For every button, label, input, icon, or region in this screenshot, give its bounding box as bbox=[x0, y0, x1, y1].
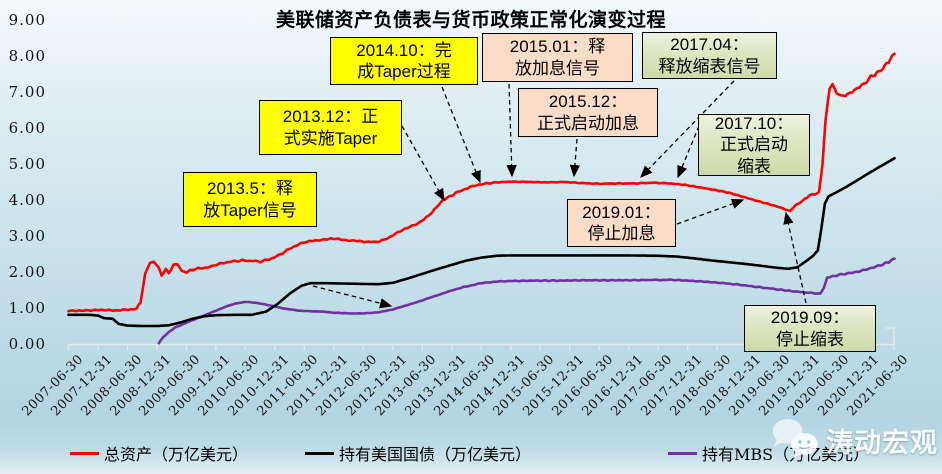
legend-label-us-treasuries: 持有美国国债（万亿美元） bbox=[339, 445, 532, 464]
legend-marker-total-assets bbox=[70, 451, 99, 455]
legend-marker-us-treasuries bbox=[305, 451, 334, 455]
annotation-arrows bbox=[312, 80, 807, 309]
y-axis-label: 1.00 bbox=[8, 299, 46, 317]
arrow-shrink-signal bbox=[640, 80, 735, 178]
y-axis-label: 4.00 bbox=[8, 191, 46, 209]
annotation-box-taper-start: 2013.12：正 式实施Taper bbox=[259, 100, 402, 155]
annotation-box-shrink-start: 2017.10： 正式启动 缩表 bbox=[698, 114, 810, 176]
annotation-box-hike-stop: 2019.01： 停止加息 bbox=[567, 199, 676, 247]
legend-label-mbs: 持有MBS（万亿美元） bbox=[702, 445, 870, 464]
legend-marker-mbs bbox=[668, 451, 697, 455]
legend-item-us-treasuries: 持有美国国债（万亿美元） bbox=[305, 443, 532, 464]
y-axis-label: 3.00 bbox=[8, 227, 46, 245]
legend-item-total-assets: 总资产（万亿美元） bbox=[70, 443, 249, 464]
annotation-box-taper-signal: 2013.5：释 放Taper信号 bbox=[183, 172, 317, 227]
us-treasuries-line bbox=[67, 156, 896, 328]
y-axis-label: 2.00 bbox=[8, 263, 46, 281]
arrow-shrink-start bbox=[677, 125, 700, 179]
y-axis-label: 6.00 bbox=[8, 119, 46, 137]
y-axis-label: 9.00 bbox=[8, 11, 46, 29]
y-axis-label: 0.00 bbox=[8, 335, 46, 353]
annotation-box-hike-start: 2015.12： 正式启动加息 bbox=[518, 88, 658, 137]
series-lines bbox=[67, 52, 896, 345]
y-axis-label: 8.00 bbox=[8, 47, 46, 65]
total-assets-line bbox=[67, 52, 896, 313]
arrow-hike-start bbox=[569, 138, 581, 178]
annotation-box-shrink-signal: 2017.04： 释放缩表信号 bbox=[642, 32, 777, 79]
mbs-line bbox=[157, 257, 896, 345]
y-axis-label: 7.00 bbox=[8, 83, 46, 101]
legend-item-mbs: 持有MBS（万亿美元） bbox=[668, 443, 870, 464]
arrow-hike-stop bbox=[676, 198, 745, 225]
arrow-treasuries-to-mbs bbox=[312, 285, 393, 309]
legend-label-total-assets: 总资产（万亿美元） bbox=[104, 445, 249, 464]
annotation-box-shrink-stop: 2019.09： 停止缩表 bbox=[744, 305, 876, 352]
plot-corner-border bbox=[886, 327, 895, 345]
arrow-hike-signal bbox=[506, 83, 517, 178]
arrow-taper-start bbox=[401, 125, 445, 202]
arrow-taper-done bbox=[441, 86, 481, 184]
annotation-box-taper-done: 2014.10：完 成Taper过程 bbox=[330, 37, 478, 85]
y-axis-label: 5.00 bbox=[8, 155, 46, 173]
chart-title: 美联储资产负债表与货币政策正常化演变过程 bbox=[275, 10, 666, 31]
annotation-box-hike-signal: 2015.01：释 放加息信号 bbox=[482, 33, 633, 82]
